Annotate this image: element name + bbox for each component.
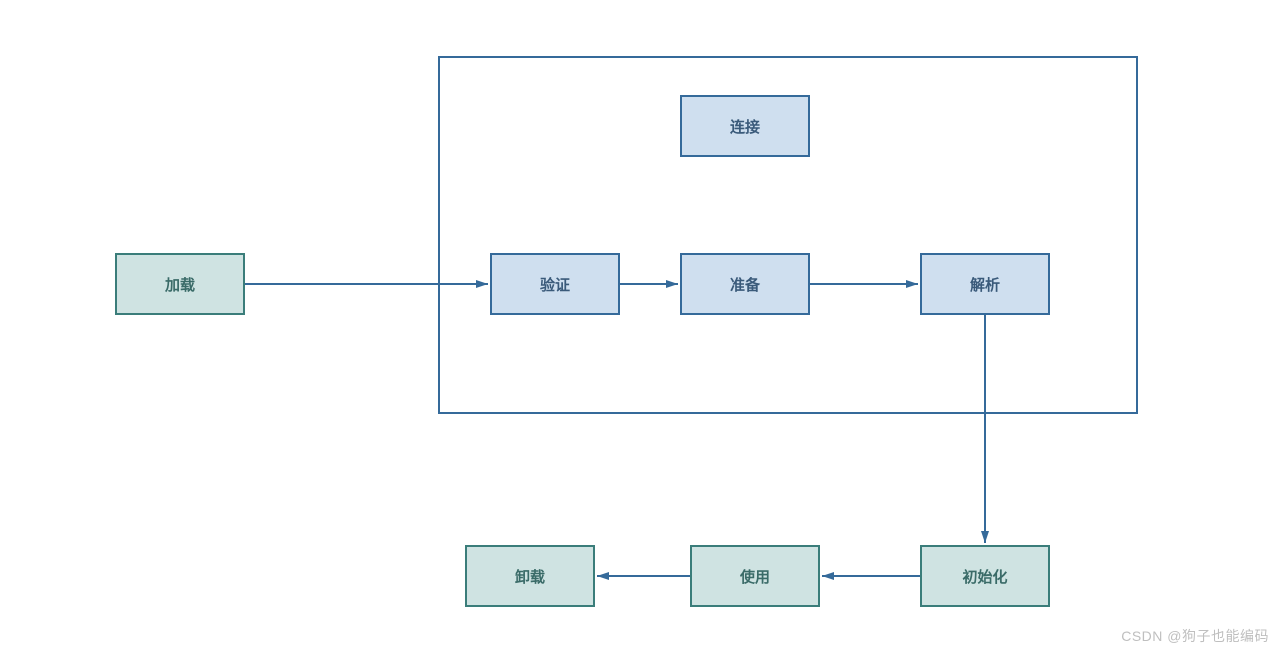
node-unload-label: 卸载 <box>515 566 545 587</box>
node-connect: 连接 <box>680 95 810 157</box>
edge-use-unload <box>597 572 690 580</box>
node-unload: 卸载 <box>465 545 595 607</box>
edge-prepare-resolve <box>810 280 918 288</box>
node-use-label: 使用 <box>740 566 770 587</box>
flowchart-canvas: 加载 连接验证 准备 解析初始化 使用 卸载 <box>0 0 1281 652</box>
edge-init-use <box>822 572 920 580</box>
edge-resolve-init <box>981 315 989 543</box>
node-verify: 验证 <box>490 253 620 315</box>
node-use: 使用 <box>690 545 820 607</box>
edges-layer <box>0 0 1281 652</box>
node-connect-label: 连接 <box>730 116 760 137</box>
node-prepare-label: 准备 <box>730 274 760 295</box>
edge-verify-prepare <box>620 280 678 288</box>
node-prepare: 准备 <box>680 253 810 315</box>
watermark: CSDN @狗子也能编码 <box>1121 626 1269 646</box>
node-load-label: 加载 <box>165 274 195 295</box>
node-resolve-label: 解析 <box>970 274 1000 295</box>
node-init-label: 初始化 <box>962 566 1007 587</box>
node-load: 加载 <box>115 253 245 315</box>
node-init: 初始化 <box>920 545 1050 607</box>
node-resolve: 解析 <box>920 253 1050 315</box>
edge-load-verify <box>245 280 488 288</box>
node-verify-label: 验证 <box>540 274 570 295</box>
